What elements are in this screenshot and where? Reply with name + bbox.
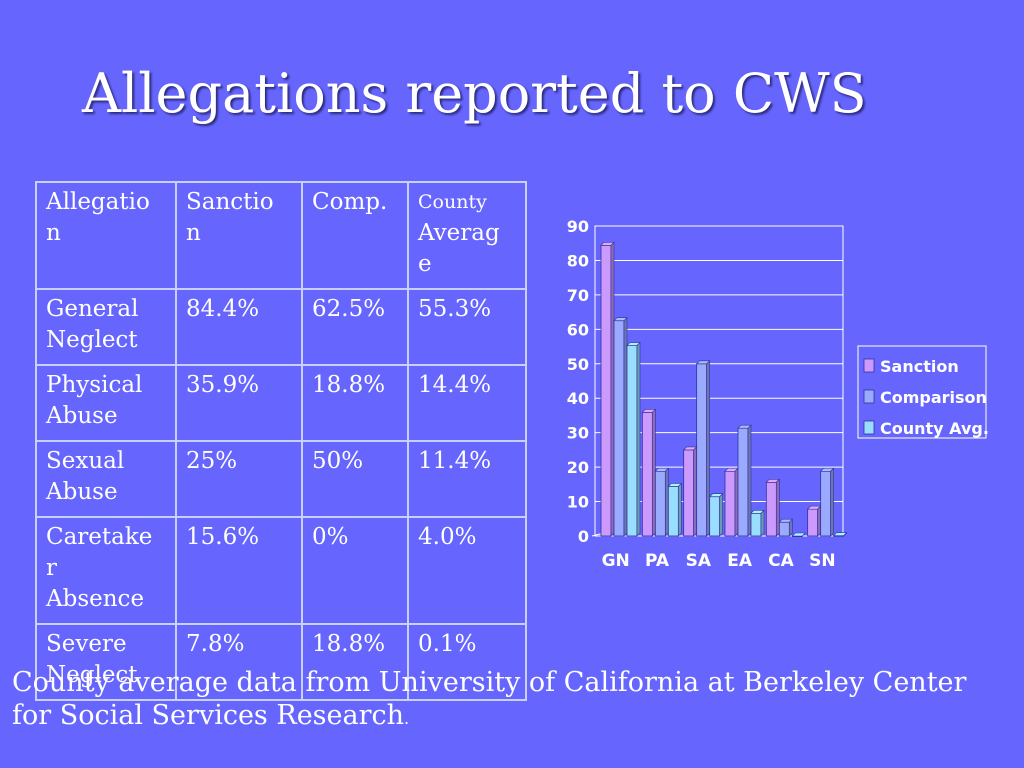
footnote: County average data from University of C… xyxy=(12,667,967,731)
cell-comp: 18.8% xyxy=(301,623,409,701)
bar-side xyxy=(652,408,656,537)
header-sanction: Sanctio n xyxy=(175,181,303,290)
bar-side xyxy=(830,467,834,537)
cell-allegation: General Neglect xyxy=(35,288,177,366)
cell-comp: 18.8% xyxy=(301,364,409,442)
bar-sanction-sn xyxy=(807,508,819,537)
bar-comparison-sn xyxy=(820,470,832,537)
bar-side xyxy=(789,518,793,537)
bar-side xyxy=(734,467,739,537)
bar-county-avg--ea xyxy=(750,512,762,537)
cell-sanction: 15.6% xyxy=(175,516,303,625)
x-tick-label: PA xyxy=(645,551,670,571)
bar-side xyxy=(678,482,682,537)
bar-sanction-ca xyxy=(765,481,777,537)
bar-side xyxy=(665,467,669,537)
bar-side xyxy=(843,531,847,537)
header-county-average: County Averag e xyxy=(407,181,527,290)
cell-county: 4.0% xyxy=(407,516,527,625)
bar-county-avg--gn xyxy=(626,345,638,537)
cell-allegation: Severe Neglect xyxy=(35,623,177,701)
table-row: Sexual Abuse 25% 50% 11.4% xyxy=(35,440,527,518)
bar-side xyxy=(776,478,780,537)
x-tick-label: CA xyxy=(768,551,794,571)
table-row: General Neglect 84.4% 62.5% 55.3% xyxy=(35,288,527,366)
cell-allegation: Sexual Abuse xyxy=(35,440,177,518)
legend-swatch xyxy=(863,420,875,435)
legend-label: Comparison xyxy=(880,388,987,407)
y-tick-label: 70 xyxy=(567,286,589,305)
y-tick-label: 20 xyxy=(567,458,589,477)
cell-sanction: 35.9% xyxy=(175,364,303,442)
cell-comp: 0% xyxy=(301,516,409,625)
bar-side xyxy=(719,493,723,537)
cell-county: 55.3% xyxy=(407,288,527,366)
bar-comparison-gn xyxy=(613,320,625,537)
bar-sanction-sa xyxy=(683,449,695,537)
bar-sanction-ea xyxy=(724,470,736,537)
bar-sanction-pa xyxy=(641,411,653,537)
bar-side xyxy=(802,532,806,537)
y-tick-label: 50 xyxy=(567,355,589,374)
bar-side xyxy=(760,509,765,537)
bar-comparison-ca xyxy=(778,521,790,537)
bar-side xyxy=(817,505,821,537)
y-tick-label: 90 xyxy=(567,217,589,236)
bar-chart: 0 10 20 30 40 50 60 70 80 90 GN PA SA EA CA SN Sanction C… xyxy=(567,217,989,571)
bar-side xyxy=(747,424,752,537)
x-tick-label: SN xyxy=(809,551,835,571)
cell-county: 11.4% xyxy=(407,440,527,518)
cell-sanction: 84.4% xyxy=(175,288,303,366)
legend-label: County Avg. xyxy=(880,419,989,438)
bar-side xyxy=(693,446,697,537)
bar-side xyxy=(636,341,641,537)
bar-side xyxy=(623,316,628,537)
y-tick-label: 80 xyxy=(567,251,589,270)
bar-comparison-pa xyxy=(654,470,666,537)
bar-county-avg--sa xyxy=(709,496,721,537)
table-row: Physical Abuse 35.9% 18.8% 14.4% xyxy=(35,364,527,442)
bar-sanction-gn xyxy=(600,244,612,537)
x-tick-label: EA xyxy=(727,551,753,571)
cell-comp: 50% xyxy=(301,440,409,518)
header-allegation: Allegatio n xyxy=(35,181,177,290)
x-tick-label: SA xyxy=(686,551,712,571)
bar-comparison-sa xyxy=(696,363,708,537)
cell-allegation: Physical Abuse xyxy=(35,364,177,442)
bar-side xyxy=(706,360,710,537)
y-tick-label: 40 xyxy=(567,389,589,408)
allegations-table: Allegatio n Sanctio n Comp. County Avera… xyxy=(35,181,527,701)
bar-comparison-ea xyxy=(737,427,749,537)
bar-side xyxy=(610,241,615,537)
y-tick-label: 30 xyxy=(567,424,589,443)
cell-county: 14.4% xyxy=(407,364,527,442)
x-tick-label: GN xyxy=(602,551,630,571)
table-row: Severe Neglect 7.8% 18.8% 0.1% xyxy=(35,623,527,701)
cell-sanction: 25% xyxy=(175,440,303,518)
y-tick-label: 60 xyxy=(567,320,589,339)
cell-sanction: 7.8% xyxy=(175,623,303,701)
legend-swatch xyxy=(863,389,875,404)
y-tick-label: 10 xyxy=(567,493,589,512)
header-comp: Comp. xyxy=(301,181,409,290)
cell-comp: 62.5% xyxy=(301,288,409,366)
legend-label: Sanction xyxy=(880,357,959,376)
table-header-row: Allegatio n Sanctio n Comp. County Avera… xyxy=(35,181,527,290)
slide-title: Allegations reported to CWS xyxy=(82,62,867,125)
bar-county-avg--pa xyxy=(667,485,679,537)
y-tick-label: 0 xyxy=(578,527,589,546)
cell-county: 0.1% xyxy=(407,623,527,701)
cell-allegation: Caretake r Absence xyxy=(35,516,177,625)
legend-swatch xyxy=(863,358,875,373)
legend-box xyxy=(857,345,987,439)
table-row: Caretake r Absence 15.6% 0% 4.0% xyxy=(35,516,527,625)
